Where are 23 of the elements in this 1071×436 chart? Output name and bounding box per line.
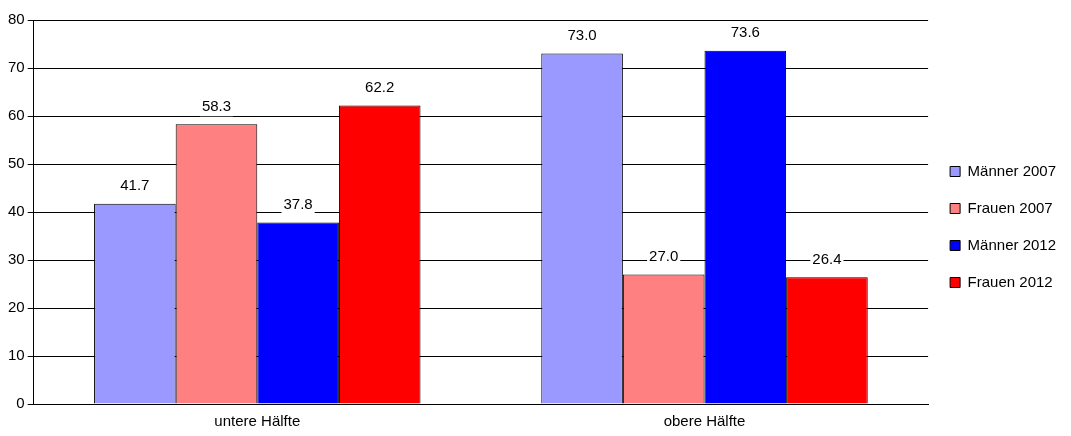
y-tick-label: 30 bbox=[8, 250, 25, 268]
data-label: 73.0 bbox=[567, 26, 597, 44]
legend-label: Männer 2012 bbox=[967, 235, 1057, 253]
y-tick-label: 80 bbox=[8, 10, 25, 28]
legend-label: Frauen 2007 bbox=[967, 198, 1053, 216]
legend-label: Männer 2007 bbox=[967, 161, 1057, 179]
y-tick-label: 70 bbox=[8, 58, 25, 76]
data-label: 26.4 bbox=[812, 249, 842, 267]
legend-label: Frauen 2012 bbox=[967, 272, 1053, 290]
x-tick-label: untere Hälfte bbox=[214, 412, 301, 430]
data-label: 41.7 bbox=[120, 176, 150, 194]
y-tick-label: 60 bbox=[8, 106, 25, 124]
data-label: 73.6 bbox=[730, 23, 760, 41]
y-tick-label: 50 bbox=[8, 154, 25, 172]
y-tick-label: 20 bbox=[8, 298, 25, 316]
y-tick-label: 40 bbox=[8, 202, 25, 220]
x-tick-label: obere Hälfte bbox=[663, 412, 746, 430]
y-tick-label: 10 bbox=[8, 346, 25, 364]
data-label: 62.2 bbox=[365, 78, 395, 96]
data-label: 58.3 bbox=[201, 96, 232, 114]
data-label: 37.8 bbox=[283, 195, 313, 213]
y-tick-label: 0 bbox=[16, 394, 25, 412]
data-label: 27.0 bbox=[649, 247, 679, 265]
